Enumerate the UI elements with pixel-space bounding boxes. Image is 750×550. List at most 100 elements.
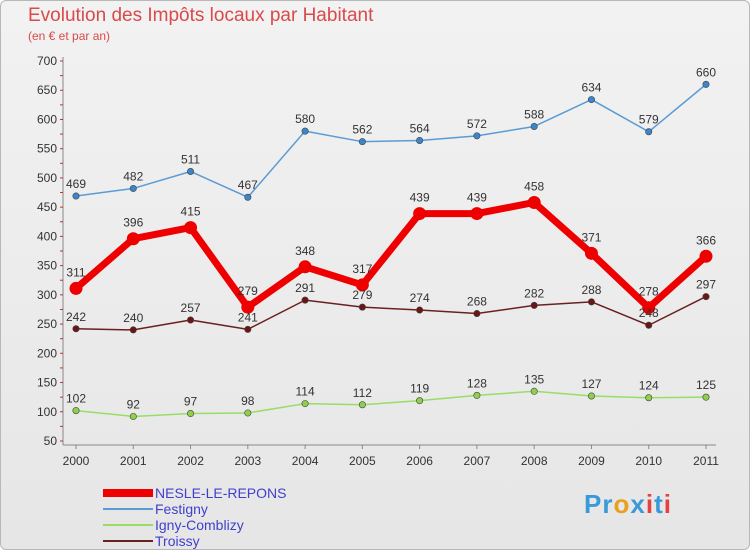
- x-tick-label: 2002: [177, 454, 204, 468]
- y-tick-label: 50: [44, 434, 58, 448]
- data-label-igny-comblizy: 127: [581, 377, 601, 391]
- point-festigny: [645, 128, 653, 136]
- data-label-troissy: 274: [410, 291, 430, 305]
- point-festigny: [473, 132, 481, 140]
- point-igny-comblizy: [473, 391, 481, 399]
- data-label-troissy: 291: [295, 281, 315, 295]
- logo-letter: o: [613, 489, 631, 519]
- point-nesle-le-repons: [699, 249, 713, 263]
- y-tick-label: 550: [37, 142, 57, 156]
- x-tick-label: 2010: [635, 454, 662, 468]
- logo-letter: t: [654, 489, 664, 519]
- point-festigny: [358, 138, 366, 146]
- y-tick-label: 150: [37, 376, 57, 390]
- point-troissy: [645, 321, 653, 329]
- y-tick-label: 500: [37, 171, 57, 185]
- logo-letter: i: [663, 489, 672, 519]
- point-troissy: [587, 298, 595, 306]
- data-label-festigny: 660: [696, 65, 716, 79]
- data-label-festigny: 588: [524, 107, 544, 121]
- point-nesle-le-repons: [413, 207, 427, 221]
- data-label-nesle-le-repons: 415: [181, 205, 201, 219]
- data-label-festigny: 572: [467, 117, 487, 131]
- point-festigny: [72, 192, 80, 200]
- logo-letter: r: [602, 489, 614, 519]
- series-layer: [69, 80, 713, 420]
- series-line-nesle-le-repons: [73, 198, 709, 312]
- point-festigny: [129, 184, 137, 192]
- point-igny-comblizy: [301, 400, 309, 408]
- point-troissy: [416, 306, 424, 314]
- data-label-troissy: 240: [123, 311, 143, 325]
- point-troissy: [187, 316, 195, 324]
- y-tick-label: 250: [37, 317, 57, 331]
- data-label-nesle-le-repons: 317: [352, 262, 372, 276]
- data-label-nesle-le-repons: 279: [238, 284, 258, 298]
- series-line-festigny: [75, 83, 707, 198]
- data-label-igny-comblizy: 125: [696, 378, 716, 392]
- x-tick-label: 2001: [120, 454, 147, 468]
- data-label-igny-comblizy: 98: [241, 394, 255, 408]
- x-tick-label: 2007: [464, 454, 491, 468]
- point-troissy: [358, 303, 366, 311]
- data-label-igny-comblizy: 102: [66, 392, 86, 406]
- data-label-nesle-le-repons: 278: [639, 285, 659, 299]
- point-igny-comblizy: [530, 387, 538, 395]
- point-nesle-le-repons: [527, 195, 541, 209]
- point-troissy: [244, 325, 252, 333]
- y-tick-label: 400: [37, 229, 57, 243]
- point-troissy: [530, 301, 538, 309]
- point-igny-comblizy: [416, 397, 424, 405]
- point-nesle-le-repons: [355, 278, 369, 292]
- data-label-troissy: 248: [639, 306, 659, 320]
- data-labels: 469 482 511 467 580 562 564 572 588 634 579 660 242 2…: [66, 65, 716, 411]
- point-festigny: [187, 167, 195, 175]
- logo-letter: x: [630, 489, 646, 519]
- point-igny-comblizy: [187, 410, 195, 418]
- data-label-nesle-le-repons: 439: [410, 191, 430, 205]
- point-igny-comblizy: [129, 412, 137, 420]
- point-nesle-le-repons: [298, 260, 312, 274]
- point-festigny: [702, 80, 710, 88]
- point-nesle-le-repons: [241, 300, 255, 314]
- data-label-igny-comblizy: 135: [524, 372, 544, 386]
- point-igny-comblizy: [702, 393, 710, 401]
- point-troissy: [72, 325, 80, 333]
- data-label-festigny: 467: [238, 178, 258, 192]
- point-festigny: [244, 193, 252, 201]
- x-tick-label: 2006: [406, 454, 433, 468]
- point-nesle-le-repons: [184, 221, 198, 235]
- data-label-festigny: 580: [295, 112, 315, 126]
- data-label-igny-comblizy: 119: [410, 382, 429, 396]
- x-tick-label: 2008: [521, 454, 548, 468]
- data-label-troissy: 241: [238, 310, 258, 324]
- data-label-igny-comblizy: 92: [127, 397, 141, 411]
- data-label-nesle-le-repons: 371: [581, 230, 601, 244]
- y-tick-label: 650: [37, 83, 57, 97]
- data-label-troissy: 268: [467, 295, 487, 309]
- point-igny-comblizy: [244, 409, 252, 417]
- point-nesle-le-repons: [69, 281, 83, 295]
- data-label-nesle-le-repons: 366: [696, 233, 716, 247]
- data-label-igny-comblizy: 97: [184, 395, 198, 409]
- series-line-igny-comblizy: [75, 390, 707, 418]
- point-festigny: [530, 122, 538, 130]
- point-troissy: [129, 326, 137, 334]
- y-tick-label: 600: [37, 112, 57, 126]
- x-tick-label: 2004: [292, 454, 319, 468]
- proxiti-logo: Proxiti: [584, 489, 672, 520]
- point-festigny: [301, 127, 309, 135]
- data-label-festigny: 634: [581, 81, 601, 95]
- data-label-festigny: 482: [123, 169, 143, 183]
- y-tick-label: 200: [37, 346, 57, 360]
- legend-label: NESLE-LE-REPONS: [155, 485, 287, 501]
- y-tick-label: 700: [37, 54, 57, 68]
- x-tick-label: 2011: [693, 454, 719, 468]
- point-nesle-le-repons: [126, 232, 140, 246]
- data-label-festigny: 469: [66, 177, 86, 191]
- point-troissy: [702, 293, 710, 301]
- series-line-troissy: [75, 295, 707, 331]
- data-label-troissy: 288: [581, 283, 601, 297]
